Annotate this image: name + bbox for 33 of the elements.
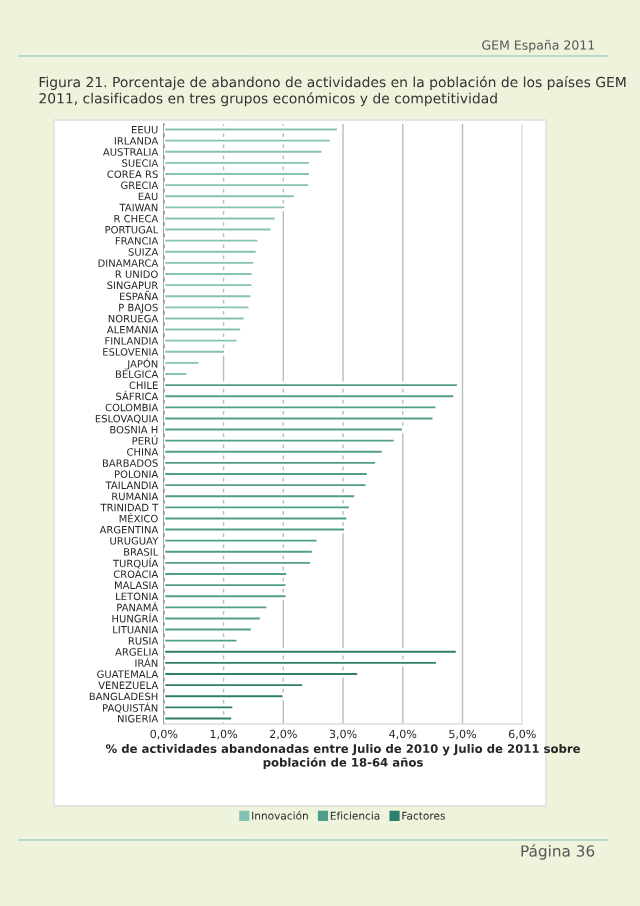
bar: [163, 125, 340, 134]
bar: [163, 492, 357, 500]
bar: [163, 236, 261, 245]
bar: [163, 336, 240, 345]
bar: [163, 714, 234, 723]
bar: [163, 636, 240, 645]
bar: [163, 214, 278, 223]
bar: [163, 325, 243, 334]
bar: [163, 303, 252, 312]
bar: [163, 548, 315, 556]
bar: [163, 648, 459, 656]
bar: [163, 392, 457, 400]
bar: [163, 225, 274, 234]
bar: [163, 603, 270, 612]
bar: [163, 625, 254, 634]
bar: [163, 703, 236, 712]
bar: [163, 425, 405, 434]
bar: [163, 514, 350, 523]
bar: [163, 448, 385, 456]
bar: [163, 292, 254, 300]
bar: [163, 403, 439, 412]
bar: [163, 192, 297, 200]
bar: [163, 525, 347, 534]
bar: [163, 436, 397, 445]
bar: [163, 414, 436, 423]
bar: [163, 136, 333, 145]
bar: [163, 592, 289, 600]
bar: [163, 692, 286, 700]
bar: [163, 203, 288, 212]
bar: [163, 536, 320, 545]
bar: [163, 614, 263, 623]
bar: [163, 314, 247, 323]
bar: [163, 503, 352, 512]
